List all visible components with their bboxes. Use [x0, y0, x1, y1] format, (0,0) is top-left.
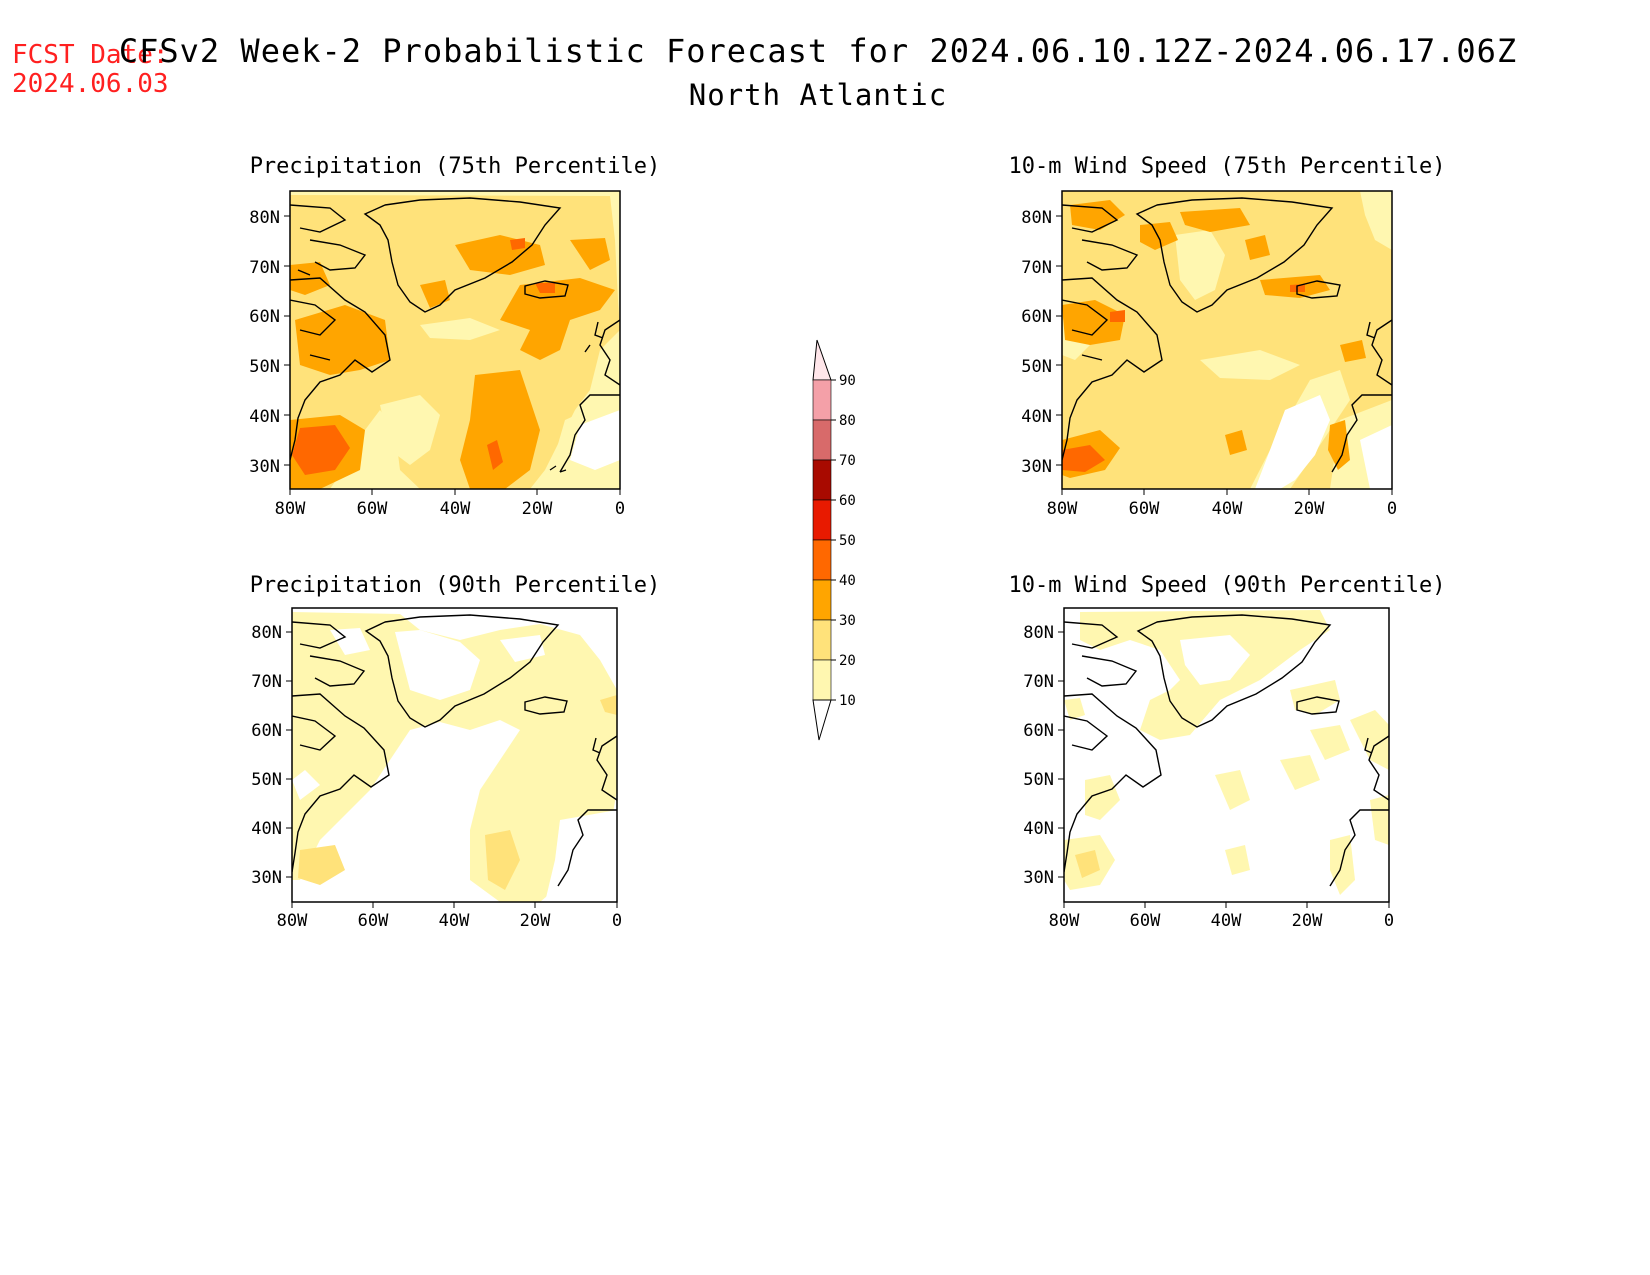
colorbar-swatch-70	[812, 459, 832, 501]
lat-axis: 80N 70N 60N 50N 40N 30N	[1021, 208, 1062, 477]
lat-label: 40N	[1021, 407, 1052, 427]
colorbar-top-cap	[812, 339, 832, 381]
colorbar-label: 60	[839, 493, 856, 509]
region-label: North Atlantic	[689, 78, 947, 112]
lon-axis: 80W 60W 40W 20W 0	[1047, 489, 1397, 519]
colorbar-swatch-50	[812, 539, 832, 581]
colorbar-swatch-80	[812, 419, 832, 461]
colorbar-bottom-cap	[812, 699, 832, 741]
map-panel-precip-90: Precipitation (90th Percentile)	[250, 573, 661, 931]
lat-label: 80N	[1021, 208, 1052, 228]
colorbar-label: 70	[839, 453, 856, 469]
panel-title: Precipitation (75th Percentile)	[250, 154, 661, 179]
lat-label: 30N	[251, 868, 282, 888]
lon-axis: 80W 60W 40W 20W 0	[277, 902, 622, 931]
probability-field	[292, 608, 617, 902]
lat-label: 40N	[249, 407, 280, 427]
lat-label: 50N	[249, 357, 280, 377]
lon-label: 40W	[439, 911, 470, 931]
lon-label: 0	[615, 499, 625, 519]
lat-label: 70N	[251, 672, 282, 692]
lon-label: 20W	[1292, 911, 1323, 931]
colorbar-swatch-40	[812, 579, 832, 621]
lon-label: 60W	[357, 499, 388, 519]
lon-label: 0	[612, 911, 622, 931]
lon-label: 60W	[1130, 911, 1161, 931]
colorbar: 90 80 70 60 50 40 30 20 10	[812, 339, 856, 741]
map-panel-wind-75: 10-m Wind Speed (75th Percentile)	[1008, 154, 1445, 519]
lat-label: 70N	[249, 258, 280, 278]
lat-axis: 80N 70N 60N 50N 40N 30N	[1023, 623, 1064, 888]
coastlines	[1062, 197, 1392, 473]
lat-label: 30N	[1021, 457, 1052, 477]
lat-label: 40N	[1023, 819, 1054, 839]
lat-label: 80N	[1023, 623, 1054, 643]
lat-label: 30N	[249, 457, 280, 477]
lat-label: 60N	[249, 307, 280, 327]
panel-title: 10-m Wind Speed (75th Percentile)	[1008, 154, 1445, 179]
probability-field	[1064, 608, 1389, 902]
colorbar-label: 90	[839, 373, 856, 389]
lon-label: 80W	[1049, 911, 1080, 931]
lon-label: 20W	[520, 911, 551, 931]
lon-label: 60W	[1129, 499, 1160, 519]
lon-label: 60W	[358, 911, 389, 931]
lat-label: 70N	[1021, 258, 1052, 278]
probability-field	[290, 191, 620, 489]
figure-title: CFSv2 Week-2 Probabilistic Forecast for …	[119, 32, 1517, 70]
lat-label: 50N	[251, 770, 282, 790]
lat-label: 40N	[251, 819, 282, 839]
map-panel-precip-75: Precipitation (75th Percentile)	[249, 154, 660, 519]
panel-title: Precipitation (90th Percentile)	[250, 573, 661, 598]
lon-label: 80W	[1047, 499, 1078, 519]
colorbar-swatch-20	[812, 659, 832, 701]
lon-label: 20W	[1294, 499, 1325, 519]
lat-axis: 80N 70N 60N 50N 40N 30N	[249, 208, 290, 477]
coastlines	[1064, 614, 1389, 887]
lat-label: 80N	[249, 208, 280, 228]
colorbar-label: 40	[839, 573, 856, 589]
colorbar-swatch-60	[812, 499, 832, 541]
colorbar-label: 50	[839, 533, 856, 549]
lat-label: 80N	[251, 623, 282, 643]
lat-label: 60N	[1023, 721, 1054, 741]
lon-axis: 80W 60W 40W 20W 0	[275, 489, 625, 519]
lat-label: 50N	[1021, 357, 1052, 377]
lon-label: 80W	[277, 911, 308, 931]
lat-label: 50N	[1023, 770, 1054, 790]
lon-axis: 80W 60W 40W 20W 0	[1049, 902, 1394, 931]
colorbar-label: 10	[839, 693, 856, 709]
lat-label: 70N	[1023, 672, 1054, 692]
fcst-date-label: FCST Date:	[12, 40, 169, 70]
lat-label: 60N	[251, 721, 282, 741]
colorbar-swatch-30	[812, 619, 832, 661]
lon-label: 40W	[1211, 911, 1242, 931]
coastlines	[290, 197, 620, 473]
map-panel-wind-90: 10-m Wind Speed (90th Percentile)	[1008, 573, 1445, 931]
lat-label: 30N	[1023, 868, 1054, 888]
fcst-date-value: 2024.06.03	[12, 69, 169, 99]
colorbar-label: 20	[839, 653, 856, 669]
coastlines	[292, 614, 617, 887]
lat-axis: 80N 70N 60N 50N 40N 30N	[251, 623, 292, 888]
lon-label: 0	[1384, 911, 1394, 931]
colorbar-label: 80	[839, 413, 856, 429]
lon-label: 40W	[440, 499, 471, 519]
lat-label: 60N	[1021, 307, 1052, 327]
probability-field	[1062, 191, 1392, 489]
colorbar-swatch-90	[812, 379, 832, 421]
colorbar-label: 30	[839, 613, 856, 629]
lon-label: 0	[1387, 499, 1397, 519]
lon-label: 20W	[522, 499, 553, 519]
lon-label: 40W	[1212, 499, 1243, 519]
panel-title: 10-m Wind Speed (90th Percentile)	[1008, 573, 1445, 598]
lon-label: 80W	[275, 499, 306, 519]
